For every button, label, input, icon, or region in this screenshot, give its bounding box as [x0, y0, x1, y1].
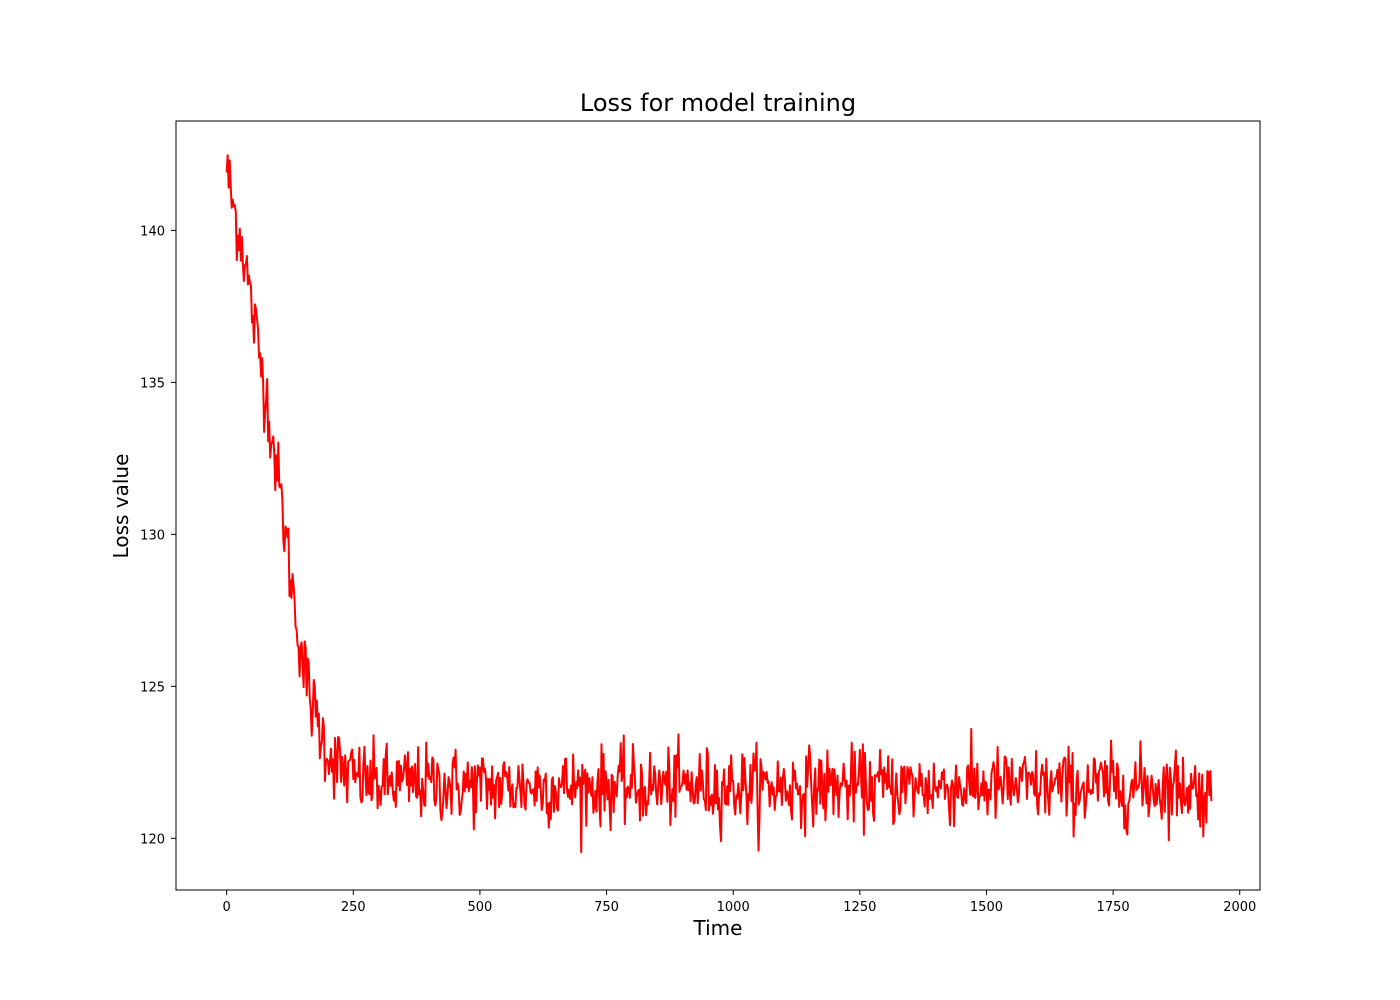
y-tick-label: 135	[140, 376, 165, 391]
x-tick-label: 250	[341, 900, 366, 915]
loss-series-line	[225, 154, 1213, 854]
series-layer	[225, 154, 1213, 854]
chart-title: Loss for model training	[580, 89, 856, 117]
x-tick-label: 2000	[1223, 900, 1256, 915]
x-axis-ticks: 0 250 500 750 1000 1250 1500 1750 2000	[223, 890, 1256, 915]
y-axis-ticks: 120 125 130 135 140	[140, 224, 176, 847]
plot-area	[176, 121, 1260, 890]
y-tick-label: 130	[140, 528, 165, 543]
y-axis-label: Loss value	[109, 454, 133, 559]
y-tick-label: 140	[140, 224, 165, 239]
x-tick-label: 1500	[970, 900, 1003, 915]
x-axis-label: Time	[693, 916, 743, 940]
y-tick-label: 125	[140, 680, 165, 695]
x-tick-label: 1250	[843, 900, 876, 915]
x-tick-label: 500	[468, 900, 493, 915]
x-tick-label: 0	[223, 900, 231, 915]
y-tick-label: 120	[140, 832, 165, 847]
x-tick-label: 750	[594, 900, 619, 915]
plot-frame	[175, 120, 1261, 891]
x-tick-label: 1000	[717, 900, 750, 915]
x-tick-label: 1750	[1097, 900, 1130, 915]
